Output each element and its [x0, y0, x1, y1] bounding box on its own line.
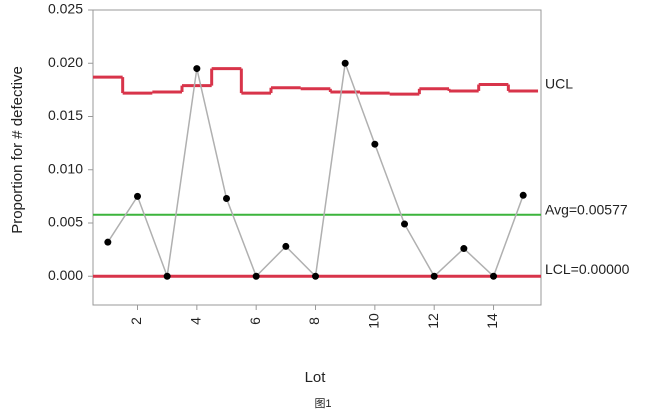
plot-frame: [92, 9, 542, 306]
avg-label: Avg=0.00577: [545, 201, 628, 217]
data-point: [134, 192, 142, 200]
caption: 图1: [314, 397, 331, 410]
y-tick-label: 0.020: [48, 54, 83, 70]
data-point: [193, 65, 201, 73]
data-point: [282, 242, 290, 250]
lcl-label: LCL=0.00000: [545, 261, 630, 277]
data-point: [401, 220, 409, 228]
x-tick-label: 2: [128, 317, 144, 325]
data-point: [519, 191, 527, 199]
x-tick-label: 8: [306, 317, 322, 325]
data-line: [107, 62, 524, 278]
data-point: [252, 272, 260, 280]
x-axis-title: Lot: [305, 369, 327, 386]
y-axis-title: Proportion for # defective: [9, 66, 26, 234]
data-point: [312, 272, 320, 280]
y-tick-label: 0.025: [48, 1, 83, 17]
data-point: [223, 195, 231, 203]
data-point: [163, 272, 171, 280]
y-tick-label: 0.000: [48, 267, 83, 283]
data-point: [460, 245, 468, 253]
y-tick-label: 0.005: [48, 214, 83, 230]
ucl-label: UCL: [545, 76, 573, 92]
y-tick-label: 0.010: [48, 160, 83, 176]
data-point: [430, 272, 438, 280]
x-tick-label: 14: [484, 313, 500, 329]
x-tick-label: 4: [188, 317, 204, 325]
data-point: [104, 238, 112, 246]
data-point: [490, 272, 498, 280]
data-point: [371, 140, 379, 148]
x-tick-label: 12: [425, 313, 441, 329]
y-tick-label: 0.015: [48, 107, 83, 123]
x-tick-label: 6: [247, 317, 263, 325]
x-tick-label: 10: [366, 313, 382, 329]
data-point: [341, 59, 349, 67]
